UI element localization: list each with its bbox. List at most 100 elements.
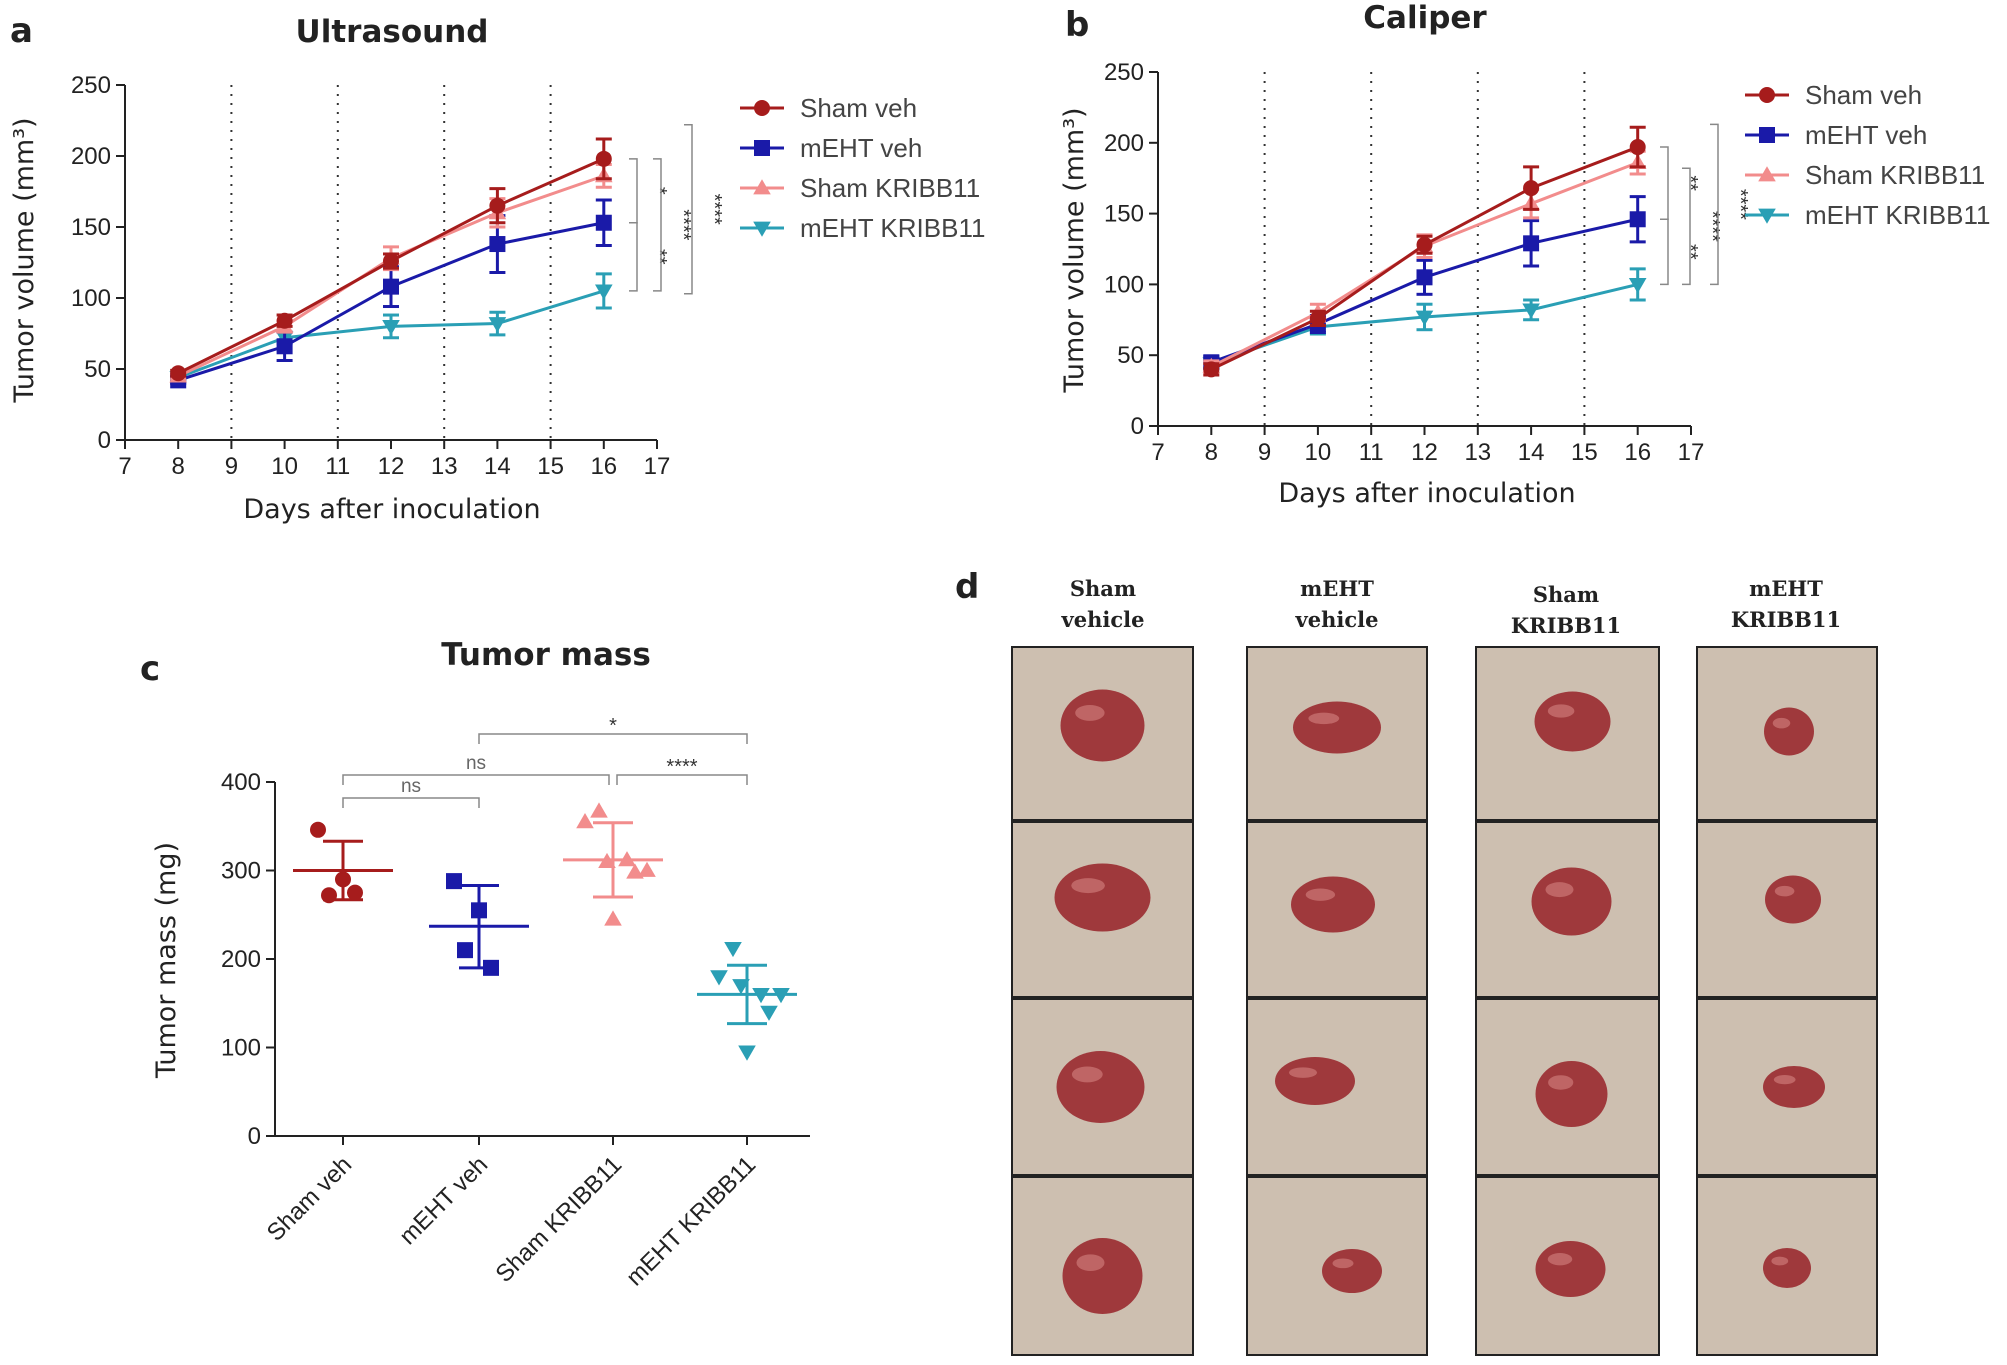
x-tick-label: mEHT veh bbox=[394, 1151, 493, 1250]
panel-a-plot: 7 8 9 10 11 12 13 14 15 16 17050100150200250******… bbox=[71, 72, 985, 480]
x-tick-label: 8 bbox=[1205, 439, 1218, 466]
data-point bbox=[598, 852, 616, 869]
comparison-label: ns bbox=[401, 776, 421, 797]
photo-col-4-line-1: mEHT bbox=[1749, 576, 1823, 601]
data-point bbox=[170, 365, 187, 382]
data-point bbox=[489, 236, 506, 253]
tumor-highlight bbox=[1308, 712, 1340, 725]
data-point bbox=[710, 970, 728, 986]
significance-bracket bbox=[1660, 218, 1669, 286]
data-point bbox=[383, 278, 399, 295]
tumor-specimen bbox=[1322, 1249, 1382, 1293]
legend-marker bbox=[1758, 166, 1776, 182]
significance-bracket bbox=[1660, 146, 1669, 221]
x-tick-label: 17 bbox=[1678, 439, 1705, 466]
tumor-specimen bbox=[1054, 863, 1151, 932]
data-point bbox=[724, 941, 742, 958]
tumor-specimen bbox=[1056, 1051, 1145, 1123]
legend-label: Sham veh bbox=[1805, 80, 1922, 110]
photo-col-1-line-2: vehicle bbox=[1061, 607, 1145, 632]
panel-letter-d: d bbox=[955, 567, 979, 607]
x-tick-label: 17 bbox=[644, 453, 671, 480]
x-tick-label: 7 bbox=[1151, 439, 1164, 466]
y-tick-label: 50 bbox=[84, 356, 111, 383]
data-point bbox=[595, 150, 612, 167]
y-tick-label: 100 bbox=[71, 285, 111, 312]
x-tick-label: 8 bbox=[172, 453, 185, 480]
data-point bbox=[1629, 211, 1646, 228]
y-tick-label: 150 bbox=[71, 214, 111, 241]
legend-label: mEHT veh bbox=[800, 133, 922, 163]
tumor-specimen bbox=[1060, 689, 1145, 762]
panel-d-photo-grid bbox=[1011, 646, 1878, 1356]
legend-label: mEHT veh bbox=[1805, 120, 1927, 150]
legend-label: Sham veh bbox=[800, 93, 917, 123]
legend-marker bbox=[754, 100, 770, 116]
legend-marker bbox=[753, 221, 771, 237]
tumor-specimen bbox=[1763, 1066, 1825, 1108]
data-point bbox=[732, 979, 750, 995]
x-tick-label: 11 bbox=[1359, 439, 1384, 466]
tumor-specimen bbox=[1534, 691, 1611, 752]
data-point bbox=[1628, 278, 1647, 294]
tumor-specimen bbox=[1535, 1061, 1608, 1127]
y-tick-label: 200 bbox=[71, 143, 111, 170]
panel-c-title: Tumor mass bbox=[441, 637, 651, 673]
x-tick-label: 14 bbox=[1518, 439, 1545, 466]
significance-bracket bbox=[653, 158, 662, 292]
data-point bbox=[1309, 310, 1326, 327]
significance-label: **** bbox=[672, 209, 694, 240]
x-tick-label: 14 bbox=[484, 453, 511, 480]
significance-bracket bbox=[629, 158, 638, 224]
data-point bbox=[604, 910, 622, 926]
significance-bracket bbox=[1682, 167, 1691, 286]
x-tick-label: 10 bbox=[271, 453, 298, 480]
data-point bbox=[457, 942, 473, 959]
panel-letter-a: a bbox=[10, 11, 33, 51]
tumor-highlight bbox=[1547, 704, 1575, 718]
photo-col-2-line-2: vehicle bbox=[1295, 607, 1379, 632]
photo-col-2-line-1: mEHT bbox=[1300, 576, 1374, 601]
x-tick-label: Sham KRIBB11 bbox=[491, 1151, 628, 1288]
y-tick-label: 250 bbox=[71, 72, 111, 99]
x-tick-label: 10 bbox=[1305, 439, 1332, 466]
legend-marker bbox=[754, 140, 770, 156]
data-point bbox=[383, 253, 399, 270]
legend-label: mEHT KRIBB11 bbox=[800, 213, 985, 243]
legend-label: Sham KRIBB11 bbox=[1805, 160, 1985, 190]
data-point bbox=[1522, 303, 1540, 319]
tumor-highlight bbox=[1547, 1253, 1573, 1266]
y-tick-label: 0 bbox=[98, 427, 111, 454]
x-tick-label: 12 bbox=[1411, 439, 1438, 466]
x-tick-label: 9 bbox=[225, 453, 238, 480]
x-tick-label: 13 bbox=[1464, 439, 1491, 466]
data-point bbox=[1415, 310, 1434, 326]
data-point bbox=[483, 959, 499, 976]
tumor-specimen bbox=[1531, 867, 1612, 936]
significance-label: * bbox=[648, 187, 670, 195]
data-point bbox=[590, 802, 608, 818]
data-point bbox=[347, 884, 363, 901]
data-point bbox=[488, 317, 507, 333]
significance-label: **** bbox=[1729, 189, 1751, 220]
y-tick-label: 400 bbox=[221, 769, 261, 796]
panel-letter-b: b bbox=[1065, 5, 1089, 45]
tumor-specimen bbox=[1765, 875, 1821, 924]
comparison-bracket bbox=[616, 774, 748, 785]
y-tick-label: 0 bbox=[248, 1123, 261, 1150]
x-tick-label: 11 bbox=[325, 453, 350, 480]
legend-marker bbox=[1759, 87, 1775, 103]
data-point bbox=[1523, 235, 1540, 252]
data-point bbox=[618, 851, 636, 867]
data-point bbox=[752, 988, 770, 1004]
tumor-highlight bbox=[1772, 717, 1791, 729]
data-point bbox=[489, 197, 506, 214]
tumor-highlight bbox=[1071, 878, 1105, 894]
data-point bbox=[446, 873, 462, 890]
data-point bbox=[595, 284, 613, 300]
data-point bbox=[1203, 361, 1220, 378]
y-tick-label: 100 bbox=[221, 1035, 261, 1062]
significance-bracket bbox=[1710, 123, 1719, 286]
tumor-highlight bbox=[1076, 1254, 1105, 1272]
